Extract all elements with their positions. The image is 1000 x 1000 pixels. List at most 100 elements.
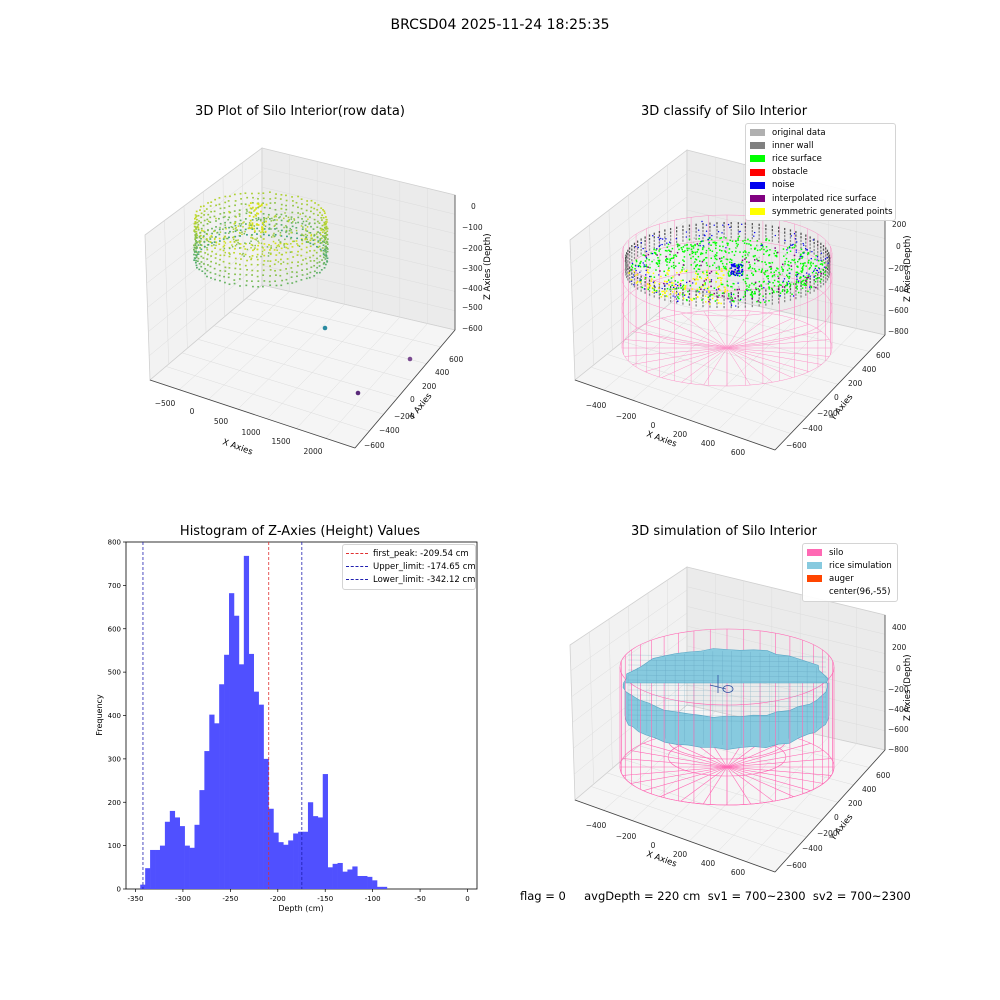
histogram-bar bbox=[362, 875, 368, 889]
y-tick-label: 400 bbox=[108, 712, 121, 720]
z-tick: −600 bbox=[888, 306, 909, 315]
y-tick: 200 bbox=[422, 382, 437, 391]
y-tick: 600 bbox=[876, 351, 891, 360]
y-axis-label: Y Axies bbox=[828, 392, 856, 424]
x-tick: 0 bbox=[651, 841, 656, 850]
histogram-bar bbox=[298, 831, 304, 889]
histogram-bar bbox=[337, 862, 343, 889]
z-tick: 0 bbox=[471, 202, 476, 211]
histogram-bar bbox=[204, 751, 210, 889]
histogram-bar bbox=[352, 866, 358, 889]
z-tick: −400 bbox=[462, 284, 483, 293]
legend-item: symmetric generated points bbox=[750, 205, 893, 218]
y-tick: 200 bbox=[848, 379, 863, 388]
histogram-bar bbox=[199, 790, 205, 889]
legend-item: interpolated rice surface bbox=[750, 192, 891, 205]
z-axis-label: Z Axies (Depth) bbox=[903, 654, 913, 721]
z-tick: −300 bbox=[462, 264, 483, 273]
y-tick: −400 bbox=[802, 844, 823, 853]
legend-item: silo bbox=[807, 546, 893, 559]
z-tick: 200 bbox=[892, 220, 907, 229]
z-tick: −600 bbox=[888, 725, 909, 734]
outlier-point bbox=[407, 356, 413, 362]
y-tick: 400 bbox=[862, 365, 877, 374]
histogram-bar bbox=[357, 875, 363, 889]
histogram-bar bbox=[293, 833, 299, 889]
histogram-bar bbox=[342, 871, 348, 889]
y-tick: 200 bbox=[848, 799, 863, 808]
x-tick: 500 bbox=[214, 417, 229, 426]
y-axis-label: Frequency bbox=[95, 694, 104, 736]
y-tick: −600 bbox=[364, 441, 385, 450]
x-tick-label: -350 bbox=[128, 895, 144, 903]
histogram-bar bbox=[248, 653, 254, 889]
x-tick: 0 bbox=[651, 421, 656, 430]
histogram-bar bbox=[164, 821, 171, 889]
x-tick: 2000 bbox=[303, 447, 322, 456]
y-tick: −400 bbox=[379, 426, 400, 435]
y-tick: 0 bbox=[834, 393, 839, 402]
histogram-bar bbox=[303, 831, 309, 889]
histogram-bar bbox=[377, 886, 383, 889]
y-tick-label: 200 bbox=[108, 799, 121, 807]
y-tick-label: 700 bbox=[108, 582, 121, 590]
status-line: flag = 0 avgDepth = 220 cm sv1 = 700~230… bbox=[520, 889, 911, 903]
z-axis-label: Z Axies (Depth) bbox=[483, 233, 493, 300]
panel3-title: Histogram of Z-Axies (Height) Values bbox=[179, 524, 421, 539]
histogram-bar bbox=[224, 654, 230, 889]
y-tick: −600 bbox=[786, 441, 807, 450]
histogram-bar bbox=[263, 758, 269, 889]
histogram-bars bbox=[140, 555, 388, 889]
x-tick: 200 bbox=[673, 850, 688, 859]
histogram-bar bbox=[238, 664, 245, 889]
x-tick-label: -100 bbox=[365, 895, 381, 903]
z-tick: 0 bbox=[896, 664, 901, 673]
histogram-bar bbox=[273, 832, 279, 889]
histogram-bar bbox=[322, 774, 328, 889]
histogram-bar bbox=[268, 808, 274, 889]
legend-item: Lower_limit: -342.12 cm bbox=[346, 573, 475, 586]
x-tick-label: -200 bbox=[270, 895, 286, 903]
legend-item: center(96,-55) bbox=[829, 587, 891, 598]
x-tick: 1000 bbox=[241, 428, 260, 437]
x-axis-label: X Axies bbox=[221, 437, 254, 457]
panel4-plot: −400 −200 0 200 400 600 600 400 200 0 −2… bbox=[569, 566, 913, 877]
z-tick: 0 bbox=[896, 242, 901, 251]
histogram-bar bbox=[150, 849, 156, 889]
legend-item: original data bbox=[750, 126, 891, 139]
x-tick: 1500 bbox=[271, 437, 290, 446]
histogram-bar bbox=[189, 847, 195, 889]
histogram-bar bbox=[229, 593, 235, 889]
panel1-title: 3D Plot of Silo Interior(row data) bbox=[195, 104, 405, 119]
z-tick: −400 bbox=[888, 285, 909, 294]
histogram-bar bbox=[317, 817, 324, 889]
y-axis-label: Y Axies bbox=[828, 812, 856, 844]
x-tick: 200 bbox=[673, 430, 688, 439]
x-tick-label: -150 bbox=[317, 895, 333, 903]
auger bbox=[709, 675, 734, 693]
y-tick: 400 bbox=[435, 368, 450, 377]
panel4-legend: silo rice simulation auger center(96,-55… bbox=[802, 543, 898, 602]
z-tick: −200 bbox=[888, 685, 909, 694]
legend-item: rice surface bbox=[750, 152, 891, 165]
histogram-bar bbox=[327, 867, 333, 889]
z-tick: −200 bbox=[462, 244, 483, 253]
panel2-title: 3D classify of Silo Interior bbox=[640, 104, 808, 119]
histogram-bar bbox=[253, 691, 259, 889]
y-tick-label: 300 bbox=[108, 755, 121, 763]
histogram-bar bbox=[278, 842, 284, 889]
x-tick: 400 bbox=[701, 859, 716, 868]
z-tick: −800 bbox=[888, 745, 909, 754]
histogram-bar bbox=[140, 884, 146, 889]
histogram-legend: first_peak: -209.54 cm Upper_limit: -174… bbox=[342, 544, 476, 590]
x-tick: 0 bbox=[190, 407, 195, 416]
x-tick-label: -50 bbox=[414, 895, 425, 903]
histogram-bar bbox=[209, 714, 215, 889]
x-tick: 400 bbox=[701, 439, 716, 448]
z-axis-label: Z Axies (Depth) bbox=[903, 235, 913, 302]
histogram-bar bbox=[233, 615, 240, 889]
x-axis-label: Depth (cm) bbox=[278, 904, 323, 913]
histogram-bar bbox=[184, 845, 190, 889]
x-tick: −400 bbox=[586, 821, 607, 830]
panel4-title: 3D simulation of Silo Interior bbox=[631, 524, 817, 539]
